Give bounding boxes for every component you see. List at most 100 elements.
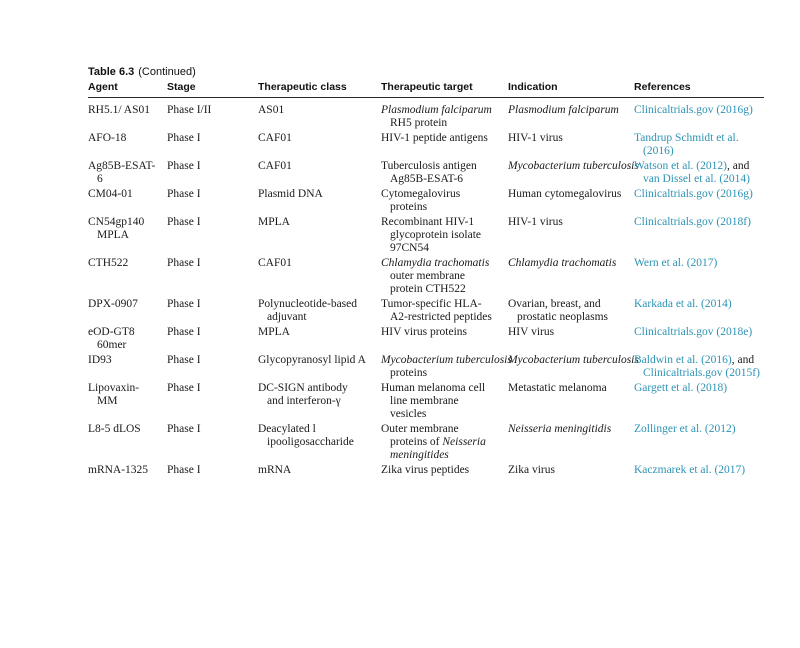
reference-link[interactable]: Zollinger et al. (2012) xyxy=(634,423,736,435)
text-segment: AS01 xyxy=(258,104,285,116)
text-segment: Recombinant HIV-1 xyxy=(381,216,475,228)
reference-link[interactable]: Gargett et al. (2018) xyxy=(634,382,728,394)
cell-line: mRNA-1325 xyxy=(88,464,159,477)
reference-link[interactable]: Clinicaltrials.gov (2015f) xyxy=(643,367,760,379)
cell-line: proteins xyxy=(381,367,500,380)
text-segment: Phase I xyxy=(167,188,201,200)
reference-link[interactable]: Clinicaltrials.gov (2018f) xyxy=(634,216,751,228)
text-segment: HIV virus proteins xyxy=(381,326,468,338)
reference-link[interactable]: Tandrup Schmidt et al. xyxy=(634,132,739,144)
text-segment: proteins of xyxy=(390,436,443,448)
cell-line: HIV-1 peptide antigens xyxy=(381,132,500,145)
text-segment: CTH522 xyxy=(88,257,129,269)
table-row: RH5.1/ AS01 Phase I/II AS01 Plasmodium falc… xyxy=(88,103,764,131)
text-segment: Phase I/II xyxy=(167,104,212,116)
cell-line: Human melanoma cell xyxy=(381,382,500,395)
text-segment: Ag85B-ESAT-6 xyxy=(390,173,464,185)
text-segment: CN54gp140 xyxy=(88,216,145,228)
text-segment: HIV-1 virus xyxy=(508,216,563,228)
cell-line: RH5 protein xyxy=(381,117,500,130)
cell-line: Plasmodium falciparum xyxy=(381,104,500,117)
column-header-agent: Agent xyxy=(88,81,118,93)
text-segment: RH5 protein xyxy=(390,117,448,129)
text-segment: MPLA xyxy=(258,326,290,338)
cell-agent: Lipovaxin- MM xyxy=(88,382,167,421)
cell-agent: eOD-GT8 60mer xyxy=(88,326,167,352)
cell-stage: Phase I/II xyxy=(167,104,258,130)
text-segment: HIV-1 virus xyxy=(508,132,563,144)
cell-target: Plasmodium falciparum RH5 protein xyxy=(381,104,508,130)
cell-agent: AFO-18 xyxy=(88,132,167,158)
cell-line: Phase I xyxy=(167,464,250,477)
text-segment: Zika virus xyxy=(508,464,555,476)
text-segment: , and xyxy=(731,354,755,366)
cell-line: Watson et al. (2012), and xyxy=(634,160,764,173)
text-segment: eOD-GT8 xyxy=(88,326,135,338)
cell-indication: Zika virus xyxy=(508,464,634,477)
cell-line: CN54gp140 xyxy=(88,216,159,229)
text-segment: HIV virus xyxy=(508,326,555,338)
cell-line: AS01 xyxy=(258,104,373,117)
text-segment: Mycobacterium tuberculosis xyxy=(508,354,639,366)
text-segment: Human cytomegalovirus xyxy=(508,188,622,200)
cell-line: Neisseria meningitidis xyxy=(508,423,626,436)
cell-target: Mycobacterium tuberculosis proteins xyxy=(381,354,512,380)
cell-line: Zika virus xyxy=(508,464,626,477)
cell-class: mRNA xyxy=(258,464,381,477)
reference-link[interactable]: Kaczmarek et al. (2017) xyxy=(634,464,746,476)
reference-link[interactable]: Baldwin et al. (2016) xyxy=(634,354,732,366)
cell-line: CAF01 xyxy=(258,132,373,145)
text-segment: Plasmodium falciparum xyxy=(508,104,619,116)
table-continued-note: (Continued) xyxy=(138,66,196,78)
cell-references: Gargett et al. (2018) xyxy=(634,382,764,421)
reference-link[interactable]: Clinicaltrials.gov (2016g) xyxy=(634,104,753,116)
cell-line: Clinicaltrials.gov (2018f) xyxy=(634,216,764,229)
cell-line: Plasmid DNA xyxy=(258,188,373,201)
cell-line: CTH522 xyxy=(88,257,159,270)
cell-references: Clinicaltrials.gov (2018f) xyxy=(634,216,764,255)
cell-agent: CM04-01 xyxy=(88,188,167,214)
cell-references: Baldwin et al. (2016), and Clinicaltrials… xyxy=(634,354,764,380)
column-header-stage: Stage xyxy=(167,81,196,93)
cell-target: Recombinant HIV-1 glycoprotein isolate 97C… xyxy=(381,216,508,255)
table-row: CM04-01 Phase I Plasmid DNA Cytomegalovirus… xyxy=(88,187,764,215)
cell-class: CAF01 xyxy=(258,132,381,158)
text-segment: Mycobacterium tuberculosis xyxy=(508,160,639,172)
cell-line: line membrane xyxy=(381,395,500,408)
text-segment: glycoprotein isolate xyxy=(390,229,482,241)
reference-link[interactable]: (2016) xyxy=(643,145,674,157)
text-segment: Phase I xyxy=(167,464,201,476)
column-header-therapeutic-target: Therapeutic target xyxy=(381,81,473,93)
cell-target: Tumor-specific HLA- A2-restricted peptide… xyxy=(381,298,508,324)
cell-line: Deacylated l xyxy=(258,423,373,436)
reference-link[interactable]: Karkada et al. (2014) xyxy=(634,298,732,310)
text-segment: MPLA xyxy=(97,229,129,241)
text-segment: protein CTH522 xyxy=(390,283,466,295)
cell-stage: Phase I xyxy=(167,216,258,255)
reference-link[interactable]: Watson et al. (2012) xyxy=(634,160,727,172)
reference-link[interactable]: van Dissel et al. (2014) xyxy=(643,173,750,185)
cell-agent: CN54gp140 MPLA xyxy=(88,216,167,255)
cell-references: Kaczmarek et al. (2017) xyxy=(634,464,764,477)
reference-link[interactable]: Clinicaltrials.gov (2016g) xyxy=(634,188,753,200)
cell-line: RH5.1/ AS01 xyxy=(88,104,159,117)
cell-line: 6 xyxy=(88,173,159,186)
cell-line: and interferon-γ xyxy=(258,395,373,408)
cell-indication: Ovarian, breast, and prostatic neoplasms xyxy=(508,298,634,324)
text-segment: Plasmodium falciparum xyxy=(381,104,492,116)
cell-class: CAF01 xyxy=(258,257,381,296)
cell-line: Phase I xyxy=(167,326,250,339)
cell-line: AFO-18 xyxy=(88,132,159,145)
cell-line: Phase I xyxy=(167,160,250,173)
table-row: AFO-18 Phase I CAF01 HIV-1 peptide antigens… xyxy=(88,131,764,159)
cell-line: DC-SIGN antibody xyxy=(258,382,373,395)
reference-link[interactable]: Wern et al. (2017) xyxy=(634,257,718,269)
text-segment: RH5.1/ AS01 xyxy=(88,104,150,116)
reference-link[interactable]: Clinicaltrials.gov (2018e) xyxy=(634,326,753,338)
text-segment: Phase I xyxy=(167,382,201,394)
text-segment: , and xyxy=(726,160,750,172)
cell-line: CAF01 xyxy=(258,257,373,270)
text-segment: meningitides xyxy=(390,449,449,461)
cell-target: HIV-1 peptide antigens xyxy=(381,132,508,158)
cell-line: (2016) xyxy=(634,145,764,158)
